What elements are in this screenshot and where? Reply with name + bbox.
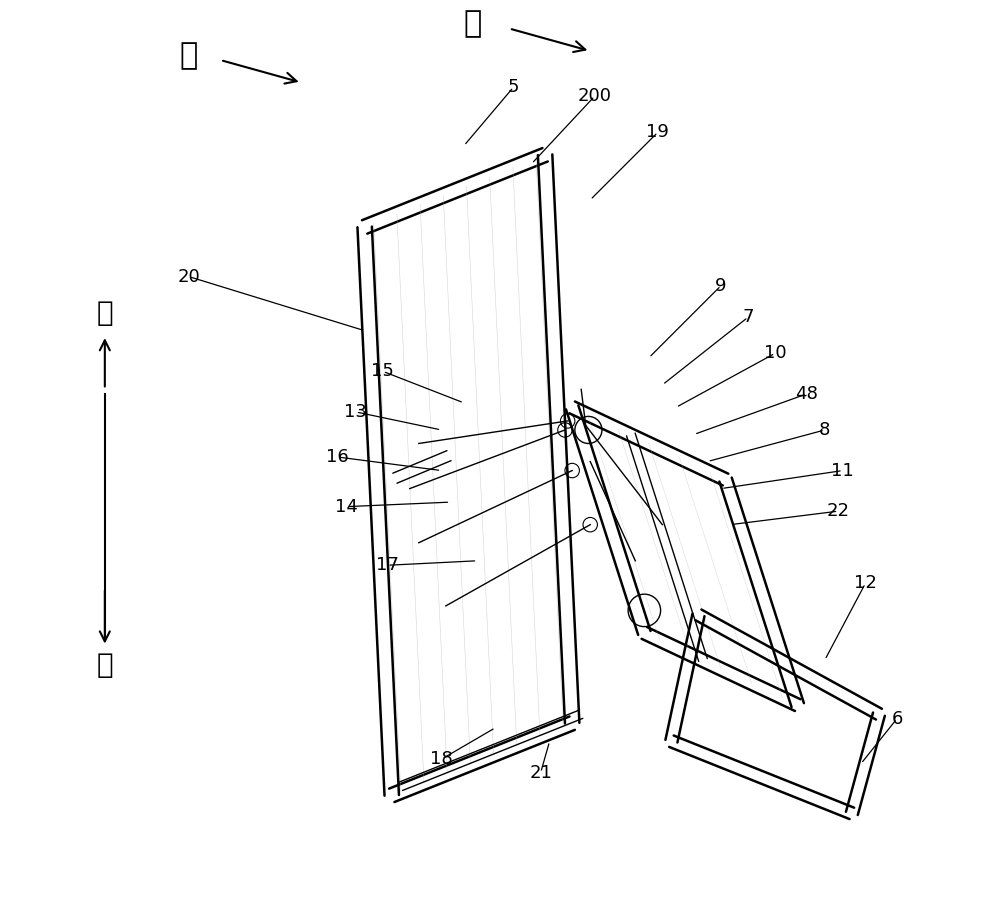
Text: 18: 18 bbox=[430, 750, 453, 768]
Text: 5: 5 bbox=[508, 78, 519, 96]
Text: 20: 20 bbox=[177, 268, 200, 286]
Text: 左: 左 bbox=[464, 9, 482, 38]
Text: 200: 200 bbox=[578, 87, 612, 105]
Text: 48: 48 bbox=[795, 385, 818, 403]
Text: 9: 9 bbox=[715, 277, 727, 295]
Text: 8: 8 bbox=[819, 421, 830, 439]
Text: 15: 15 bbox=[371, 362, 394, 380]
Text: 14: 14 bbox=[335, 498, 358, 516]
Text: 7: 7 bbox=[742, 309, 754, 326]
Text: 21: 21 bbox=[529, 764, 552, 782]
Text: 12: 12 bbox=[854, 575, 877, 592]
Text: 右: 右 bbox=[180, 41, 198, 70]
Text: 13: 13 bbox=[344, 403, 367, 421]
Text: 6: 6 bbox=[891, 710, 903, 728]
Text: 19: 19 bbox=[646, 123, 669, 141]
Text: 22: 22 bbox=[827, 502, 850, 520]
Text: 16: 16 bbox=[326, 448, 349, 466]
Text: 上: 上 bbox=[97, 299, 113, 327]
Text: 17: 17 bbox=[376, 557, 399, 575]
Text: 11: 11 bbox=[831, 462, 854, 480]
Text: 10: 10 bbox=[764, 344, 786, 362]
Text: 下: 下 bbox=[97, 651, 113, 679]
